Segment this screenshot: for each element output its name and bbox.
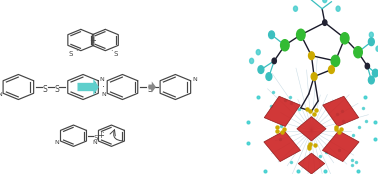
Polygon shape [264, 96, 300, 126]
Text: ·: · [75, 47, 78, 56]
Text: N: N [92, 140, 97, 145]
Text: N: N [54, 140, 59, 145]
Text: S: S [43, 85, 48, 94]
Circle shape [293, 6, 297, 11]
Text: ·: · [110, 47, 113, 56]
Circle shape [336, 6, 340, 11]
Circle shape [311, 73, 317, 80]
Circle shape [280, 40, 289, 51]
Circle shape [249, 58, 254, 64]
Polygon shape [264, 131, 301, 162]
Circle shape [372, 69, 378, 77]
Text: ·: · [102, 82, 105, 92]
Circle shape [258, 66, 264, 73]
Circle shape [365, 63, 369, 69]
Circle shape [323, 0, 327, 3]
Text: S: S [54, 85, 59, 94]
Polygon shape [297, 117, 326, 141]
Circle shape [323, 20, 327, 25]
Polygon shape [322, 131, 359, 162]
Text: S: S [68, 52, 73, 57]
Text: +: + [90, 35, 96, 45]
Text: S: S [114, 52, 118, 57]
Text: S: S [147, 85, 152, 94]
Circle shape [308, 52, 314, 60]
Circle shape [256, 50, 260, 55]
Circle shape [341, 33, 349, 44]
Text: N: N [0, 92, 2, 97]
Text: +: + [97, 131, 104, 140]
Circle shape [269, 31, 274, 39]
Circle shape [266, 73, 272, 80]
Text: S: S [94, 135, 98, 141]
Text: N: N [192, 77, 197, 82]
Polygon shape [298, 153, 325, 174]
Text: N: N [101, 92, 106, 97]
Circle shape [354, 47, 362, 58]
Circle shape [331, 55, 340, 66]
Text: ·: · [101, 129, 103, 139]
Text: N: N [100, 77, 104, 82]
Polygon shape [323, 96, 359, 126]
Circle shape [272, 58, 276, 64]
Circle shape [369, 38, 374, 46]
Circle shape [369, 32, 373, 37]
Circle shape [297, 29, 305, 40]
Circle shape [369, 76, 374, 84]
Circle shape [376, 46, 378, 51]
Circle shape [328, 66, 335, 73]
